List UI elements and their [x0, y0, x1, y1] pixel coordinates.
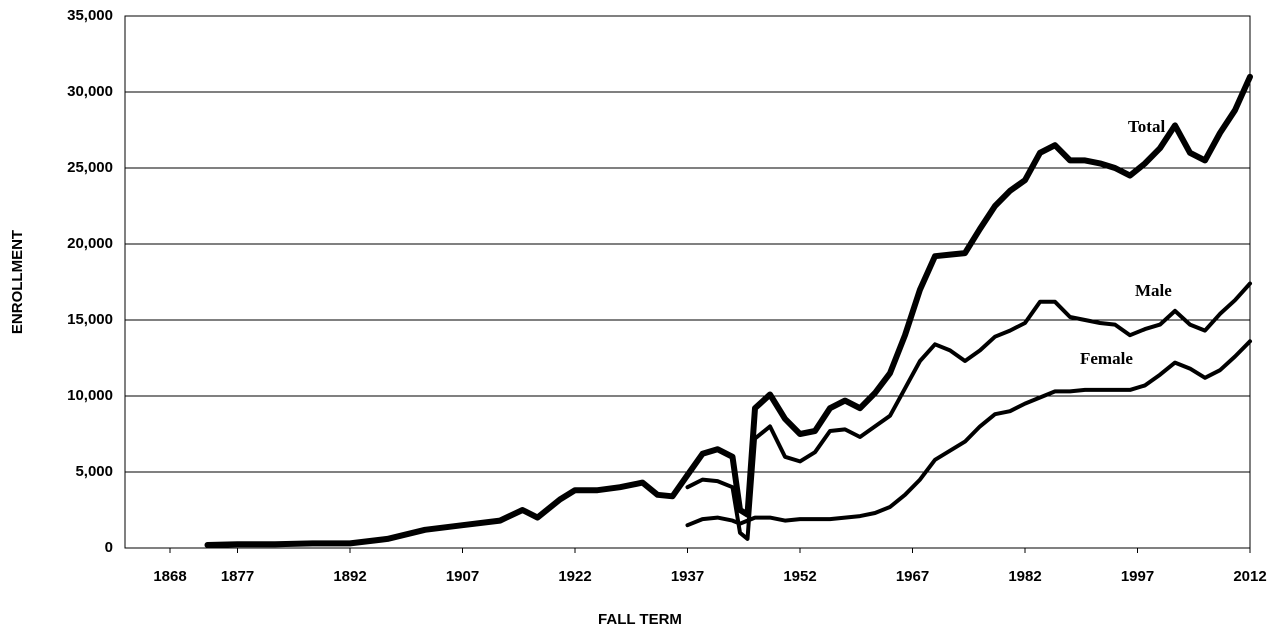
- series-label: Male: [1135, 281, 1172, 300]
- x-tick-label: 1922: [558, 568, 591, 585]
- x-tick-label: 1997: [1121, 568, 1154, 585]
- plot-frame: [124, 15, 1251, 549]
- x-tick-label: 2012: [1233, 568, 1266, 585]
- x-tick-label: 1892: [333, 568, 366, 585]
- y-tick-label: 30,000: [67, 83, 113, 100]
- y-tick-label: 15,000: [67, 311, 113, 328]
- y-tick-label: 5,000: [75, 463, 113, 480]
- series-line: [204, 73, 1253, 548]
- y-tick-label: 10,000: [67, 387, 113, 404]
- y-tick-label: 25,000: [67, 159, 113, 176]
- x-tick-label: 1937: [671, 568, 704, 585]
- x-tick-label: 1877: [221, 568, 254, 585]
- x-tick-label: 1967: [896, 568, 929, 585]
- y-tick-label: 35,000: [67, 7, 113, 24]
- x-tick-label: 1907: [446, 568, 479, 585]
- y-axis-label: ENROLLMENT: [9, 230, 26, 334]
- series-label: Female: [1080, 349, 1133, 368]
- y-tick-label: 0: [105, 539, 113, 556]
- x-tick-label: 1952: [783, 568, 816, 585]
- x-axis-label: FALL TERM: [598, 611, 682, 628]
- x-tick-label: 1982: [1008, 568, 1041, 585]
- series-line: [685, 281, 1252, 541]
- y-tick-label: 20,000: [67, 235, 113, 252]
- series-line: [685, 339, 1252, 528]
- series-label: Total: [1128, 117, 1165, 136]
- x-tick-label: 1868: [153, 568, 186, 585]
